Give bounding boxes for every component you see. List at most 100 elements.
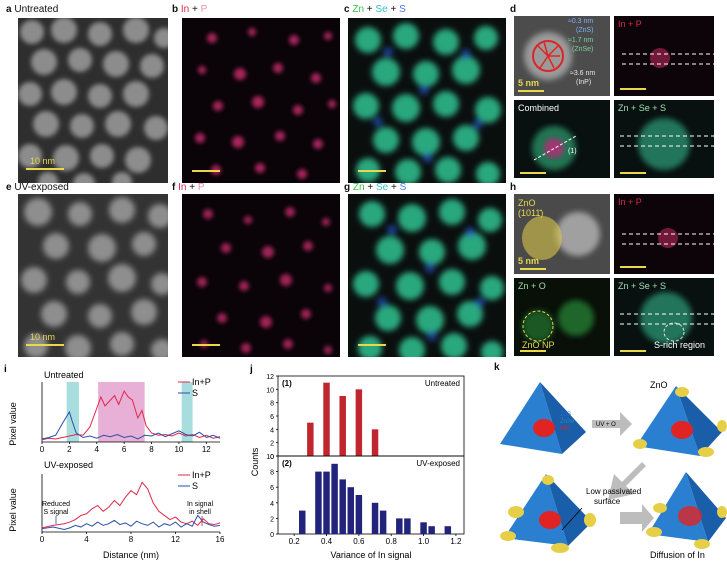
low-passivated-label: Low passivated surface	[586, 487, 641, 506]
panel-letter: h	[510, 182, 517, 193]
panel-title: Untreated	[14, 4, 59, 15]
scale-bar	[192, 344, 220, 346]
element-s: S	[399, 182, 407, 193]
element-p: P	[197, 182, 205, 193]
y-tick-label: 6	[270, 485, 274, 492]
map-label: Zn + Se + S	[618, 103, 667, 113]
particle-texture	[514, 16, 610, 96]
annotation-label: Reduced	[42, 501, 70, 508]
panel-f: f In + P	[172, 182, 340, 360]
panel-letter: e	[6, 182, 12, 193]
y-axis-label: Counts	[250, 447, 260, 476]
panel-letter: a	[6, 4, 12, 15]
dashed-line-profile	[620, 118, 714, 174]
annotation-label: in shell	[189, 509, 211, 516]
eds-map-zn-se-s-uv	[348, 194, 506, 357]
dashed-line-profile	[620, 292, 714, 352]
panel-b: b In + P	[172, 4, 340, 183]
series-line-in-p	[41, 481, 221, 529]
diffusion-label: Diffusion of In	[650, 550, 705, 560]
eds-map-in-p-zno: In + P	[614, 194, 714, 274]
process-label: UV + O	[596, 422, 616, 428]
histogram-bar	[444, 526, 452, 534]
panel-title: UV-exposed	[14, 182, 69, 193]
x-tick-label: 0	[40, 445, 45, 454]
eds-map-in-p-single: In + P	[614, 16, 714, 96]
arrow-icon	[608, 462, 646, 500]
zno-label: ZnO	[650, 380, 668, 390]
panel-letter: g	[344, 182, 351, 193]
panel-d: d ≈0.3 nm (ZnS) ≈1.7 nm (ZnSe) ≈3.6 nm (…	[508, 4, 727, 182]
histogram-bar	[323, 471, 330, 534]
scale-bar	[358, 170, 386, 172]
profile-number: (1)	[568, 148, 577, 155]
map-label: In + P	[618, 19, 642, 29]
eds-map-combined: Combined (1)	[514, 100, 610, 178]
y-tick-label: 4	[270, 501, 274, 508]
map-label: Combined	[518, 103, 560, 113]
panel-g: g Zn + Se + S	[344, 182, 506, 360]
panel-a: a Untreated 10 nm	[6, 4, 168, 183]
series-name: UV-exposed	[416, 459, 460, 468]
y-tick-label: 8	[270, 401, 274, 408]
histogram-bar	[307, 422, 314, 456]
y-tick-label: 10	[266, 387, 274, 394]
panel-h: h ZnO (1011̄) 5 nm In + P Zn + O	[508, 182, 727, 360]
y-axis-label: Pixel value	[8, 488, 18, 532]
plus-sign: +	[192, 4, 198, 15]
panel-letter: c	[344, 4, 350, 15]
layer-label-znse: ZnSe	[560, 419, 575, 425]
highlight-band	[66, 382, 79, 442]
histogram-bar	[299, 510, 306, 534]
haadf-texture	[18, 18, 168, 183]
histogram-bar	[379, 510, 387, 534]
chart-title: Untreated	[44, 370, 84, 380]
element-zn: Zn	[352, 4, 365, 15]
histogram-bar	[355, 495, 363, 534]
scale-bar-label: 5 nm	[518, 256, 540, 266]
element-s: S	[399, 4, 406, 15]
eds-map-in-p-untreated	[182, 18, 340, 183]
histogram-bar	[355, 389, 363, 456]
x-axis-label: Variance of In signal	[331, 550, 412, 560]
arrow-icon	[620, 504, 654, 532]
haadf-zno-particle: ZnO (1011̄) 5 nm	[514, 194, 610, 274]
element-se: Se	[375, 182, 389, 193]
panel-j: j 0 2 4 6 8 10 12 (1) Untreated 0 2 4 6 8 10 (2) UV-expos…	[244, 362, 476, 562]
element-in: In	[180, 4, 190, 15]
x-tick-label: 12	[171, 535, 180, 544]
x-tick-label: 1.2	[450, 537, 462, 546]
panel-letter: d	[510, 4, 517, 15]
legend-label: S	[192, 481, 198, 491]
y-tick-label: 8	[270, 470, 274, 477]
x-tick-label: 2	[67, 445, 72, 454]
core-diameter-inp: ≈3.6 nm	[570, 70, 596, 77]
series-line-s	[41, 514, 221, 531]
y-tick-label: 2	[270, 441, 274, 448]
x-tick-label: 6	[122, 445, 127, 454]
series-line-in-p	[41, 389, 221, 441]
degraded-nanocrystal	[500, 474, 596, 553]
panel-letter: i	[4, 364, 7, 375]
histogram-bar	[331, 463, 338, 534]
annotation-label: In signal	[187, 501, 214, 508]
scale-bar	[26, 344, 64, 346]
histogram-bar	[323, 382, 330, 456]
s-rich-label: S-rich region	[654, 340, 706, 350]
x-tick-label: 0	[40, 535, 45, 544]
zno-texture	[520, 300, 594, 352]
lattice-plane: (1011̄)	[518, 208, 544, 218]
plus-sign: +	[366, 4, 373, 15]
histogram-bar	[420, 522, 427, 534]
haadf-image-uv-exposed: 10 nm	[18, 194, 168, 357]
pristine-nanocrystal	[500, 382, 586, 454]
highlight-band	[181, 382, 193, 442]
x-tick-label: 1.0	[418, 537, 430, 546]
legend-label: In+P	[192, 470, 211, 480]
diffused-nanocrystal	[646, 472, 727, 549]
eds-texture	[195, 28, 336, 179]
map-label: In + P	[618, 197, 642, 207]
histogram-bar	[347, 487, 355, 534]
scale-bar	[26, 168, 64, 170]
scale-bar-label: 5 nm	[518, 78, 540, 88]
